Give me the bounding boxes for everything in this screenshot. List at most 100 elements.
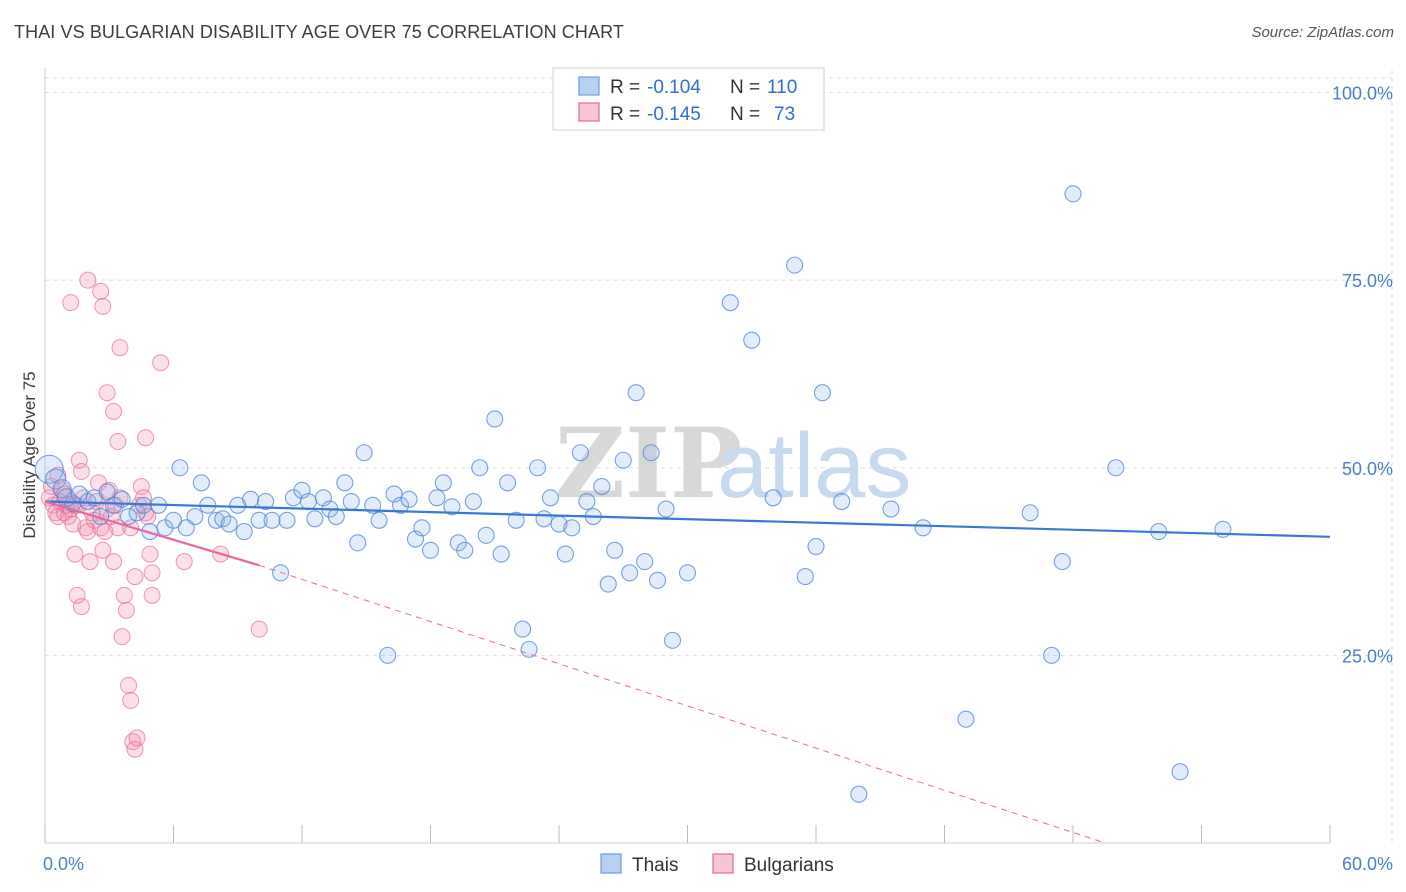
point-thais [355, 444, 373, 462]
point-bulgarians [143, 564, 161, 582]
point-thais [636, 553, 654, 571]
trend-line-thais [44, 500, 1331, 538]
point-thais [1064, 185, 1082, 203]
point-thais [250, 511, 268, 529]
x-tick-label: 0.0% [43, 854, 84, 874]
legend-r-value-thais: -0.104 [647, 77, 701, 98]
watermark-atlas: atlas [717, 415, 911, 517]
point-thais [663, 631, 682, 649]
point-bulgarians [105, 402, 123, 420]
point-thais [796, 568, 814, 586]
point-thais [220, 515, 238, 533]
point-bulgarians [105, 553, 123, 571]
point-bulgarians [113, 628, 131, 646]
point-thais [336, 474, 354, 492]
point-bulgarians [143, 586, 161, 604]
point-thais [642, 444, 660, 462]
point-bulgarians [72, 598, 90, 616]
point-thais [186, 507, 204, 526]
point-thais [52, 479, 72, 499]
point-thais [1021, 504, 1039, 522]
point-bulgarians [68, 586, 86, 604]
legend-swatch-bulgarians [578, 102, 600, 122]
y-axis-title: Disability Age Over 75 [20, 371, 39, 538]
point-bulgarians [115, 586, 133, 604]
point-bulgarians [64, 515, 82, 533]
point-bulgarians [66, 545, 84, 563]
point-thais [299, 492, 317, 511]
point-thais [1107, 459, 1125, 477]
trend-line-bulgarians-extrapolated [259, 564, 1106, 844]
point-thais [434, 474, 452, 492]
x-tick-labels: 0.0% 60.0% [43, 854, 1393, 874]
point-thais [541, 489, 559, 507]
point-thais [443, 498, 461, 516]
point-thais [850, 785, 868, 803]
point-thais [914, 519, 932, 537]
point-thais [621, 564, 639, 582]
point-bulgarians [62, 294, 80, 312]
point-thais [428, 489, 446, 507]
point-thais [1043, 646, 1061, 664]
watermark-zip: ZIP [555, 407, 742, 520]
point-thais [514, 620, 532, 638]
point-thais [764, 489, 782, 507]
chart-title: THAI VS BULGARIAN DISABILITY AGE OVER 75… [14, 22, 624, 42]
point-thais [957, 710, 975, 728]
point-thais [421, 541, 440, 559]
point-bulgarians [79, 271, 97, 289]
point-thais [648, 571, 667, 589]
point-bulgarians [81, 553, 99, 571]
legend-box: R = -0.104 N = 110 R = -0.145 N = 73 [552, 67, 825, 131]
point-thais [171, 459, 189, 477]
point-bulgarians [139, 508, 157, 526]
point-thais [242, 490, 260, 508]
point-thais [578, 492, 596, 511]
point-thais [593, 477, 611, 496]
point-thais [104, 496, 123, 514]
legend-swatch-thais [578, 76, 600, 96]
point-thais [306, 510, 324, 528]
point-thais [257, 492, 275, 511]
point-bulgarians [132, 478, 150, 496]
y-tick-label: 50.0% [1342, 459, 1393, 479]
point-thais [192, 474, 210, 492]
point-thais [492, 545, 510, 563]
point-bulgarians [126, 740, 144, 758]
point-thais [34, 454, 64, 484]
y-tick-labels: 25.0% 50.0% 75.0% 100.0% [1332, 84, 1393, 667]
point-thais [1171, 763, 1189, 781]
point-bulgarians [128, 729, 146, 747]
point-thais [721, 294, 739, 312]
point-thais [391, 496, 410, 514]
legend-n-value-bulgarians: 73 [774, 104, 795, 125]
point-thais [413, 519, 431, 537]
point-bulgarians [92, 282, 110, 300]
point-thais [364, 496, 382, 514]
point-thais [807, 538, 825, 556]
point-bulgarians [70, 451, 88, 469]
point-thais [370, 511, 388, 529]
y-tick-label: 25.0% [1342, 646, 1393, 666]
point-thais [119, 507, 138, 526]
point-thais [1053, 553, 1071, 571]
point-thais [556, 545, 574, 563]
bottom-legend: Thais Bulgarians [600, 853, 834, 876]
bottom-legend-swatch-bulgarians [712, 853, 734, 874]
x-tick-label: 60.0% [1342, 854, 1393, 874]
trend-lines [44, 500, 1331, 844]
point-thais [464, 492, 482, 511]
point-thais [164, 511, 183, 529]
point-thais [535, 510, 553, 528]
point-bulgarians [126, 568, 144, 586]
source-label: Source: ZipAtlas.com [1251, 24, 1394, 41]
point-thais [657, 500, 675, 518]
point-thais [882, 500, 900, 518]
point-bulgarians [72, 463, 90, 481]
point-thais [571, 444, 589, 462]
legend-n-label-thais: N = [730, 77, 760, 98]
point-thais [235, 522, 253, 541]
point-thais [507, 511, 525, 529]
series-thais [34, 185, 1232, 803]
point-thais [278, 511, 296, 529]
